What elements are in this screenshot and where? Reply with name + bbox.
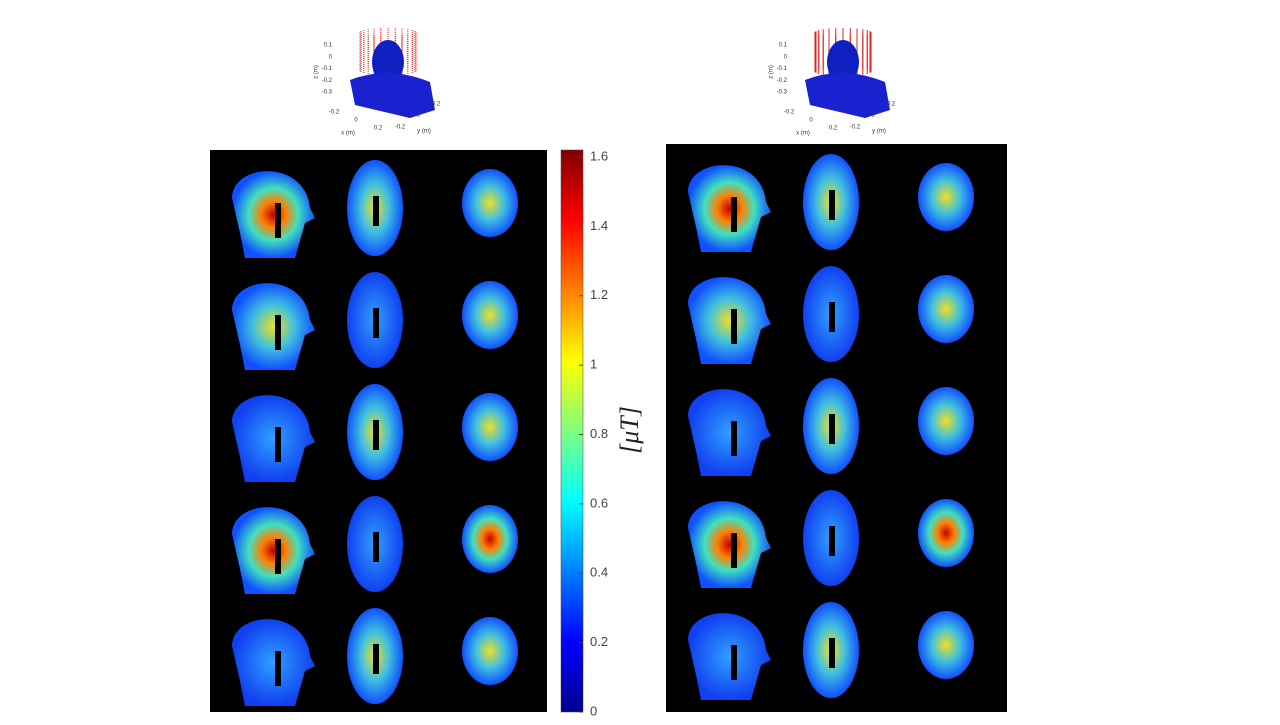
side-head [688,613,771,700]
colorbar-tick-label: 1.6 [590,148,608,163]
side-head [688,501,771,588]
z-tick-label: 0.1 [779,43,788,49]
z-tick-label: -0.2 [322,78,333,84]
heatmap-row [688,602,974,700]
torso [805,72,890,118]
y-tick-label: -0.2 [395,125,406,131]
side-ear-mark [731,197,737,232]
colorbar-tick-label: 0.4 [590,565,608,580]
side-head [232,395,315,482]
side-head [688,277,771,364]
side-ear-mark [275,651,281,686]
heatmap-row [688,490,974,588]
x-tick-label: 0 [354,118,358,124]
front-neck-mark [373,532,379,562]
z-label: z (m) [769,65,775,79]
side-ear-mark [275,203,281,238]
front-neck-mark [829,526,835,556]
z-label: z (m) [314,65,320,79]
y-tick-label: 0.2 [887,102,896,108]
top-head [918,387,974,455]
y-label: y (m) [872,129,886,135]
z-tick-label: 0.1 [324,43,333,49]
x-label: x (m) [341,131,355,137]
top-head [462,617,518,685]
front-neck-mark [373,644,379,674]
y-tick-label: -0.2 [850,125,861,131]
y-tick-label: 0 [416,113,420,119]
colorbar-tick-label: 0.2 [590,634,608,649]
heatmap-row [232,608,518,706]
heatmap-row [688,378,974,476]
side-head [232,507,315,594]
side-ear-mark [731,533,737,568]
colorbar-tick-label: 0.8 [590,426,608,441]
torso [350,72,435,118]
side-head [232,619,315,706]
side-ear-mark [275,539,281,574]
z-tick-label: 0 [329,54,333,60]
inset-plot: z (m) 0.1 0 -0.1 -0.2 -0.3 -0.2 0 0.2 -0.2 0 0.2 x (… [314,28,441,137]
heatmap-row [688,266,974,364]
y-tick-label: 0 [871,113,875,119]
side-ear-mark [275,315,281,350]
head [372,40,404,84]
inset-plot: z (m) 0.1 0 -0.1 -0.2 -0.3 -0.2 0 0.2 -0.2 0 0.2 x (… [769,28,896,137]
heatmap-row [232,272,518,370]
side-head [232,283,315,370]
top-head [918,163,974,231]
heatmap-row [232,160,518,258]
top-head [462,393,518,461]
side-head [688,165,771,252]
colorbar-tick-label: 0 [590,703,597,718]
front-neck-mark [829,190,835,220]
front-neck-mark [829,302,835,332]
x-tick-label: 0.2 [829,126,838,132]
z-tick-label: -0.1 [777,66,788,72]
colorbar-tick-label: 1.4 [590,218,608,233]
z-tick-label: -0.3 [322,90,333,96]
side-ear-mark [731,645,737,680]
x-tick-label: -0.2 [329,110,340,116]
colorbar-tick-label: 0.6 [590,495,608,510]
colorbar-label: [μT] [615,406,644,454]
colorbar-tick-label: 1.2 [590,287,608,302]
heatmap-row [688,154,974,252]
x-label: x (m) [796,131,810,137]
front-neck-mark [829,414,835,444]
front-neck-mark [373,308,379,338]
heatmap-row [232,384,518,482]
x-tick-label: -0.2 [784,110,795,116]
top-head [918,275,974,343]
head [827,40,859,84]
x-tick-label: 0 [809,118,813,124]
top-head [462,281,518,349]
colorbar [560,149,584,713]
top-head [918,499,974,567]
top-head [462,169,518,237]
side-head [232,171,315,258]
x-tick-label: 0.2 [374,126,383,132]
z-tick-label: -0.2 [777,78,788,84]
y-label: y (m) [417,129,431,135]
front-neck-mark [373,420,379,450]
side-head [688,389,771,476]
top-head [918,611,974,679]
z-tick-label: -0.3 [777,90,788,96]
y-tick-label: 0.2 [432,102,441,108]
z-tick-label: -0.1 [322,66,333,72]
side-ear-mark [731,421,737,456]
colorbar-tick-label: 1 [590,357,597,372]
z-tick-label: 0 [784,54,788,60]
top-head [462,505,518,573]
side-ear-mark [275,427,281,462]
front-neck-mark [829,638,835,668]
heatmap-row [232,496,518,594]
front-neck-mark [373,196,379,226]
side-ear-mark [731,309,737,344]
